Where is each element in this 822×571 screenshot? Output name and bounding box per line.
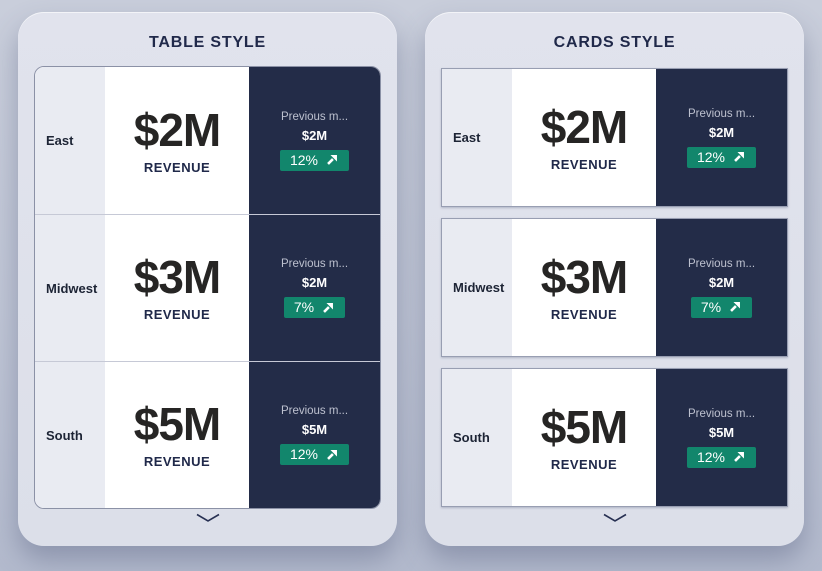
comparison-label: Previous m...	[280, 110, 349, 123]
change-badge: 7%	[283, 297, 346, 318]
revenue-cell: $3M REVENUE	[512, 219, 656, 356]
region-cell: East	[442, 69, 512, 206]
table-visual: East $2M REVENUE Previous m... $2M 12%	[34, 66, 381, 509]
change-badge: 7%	[690, 296, 753, 318]
revenue-value: $5M	[133, 398, 221, 450]
comparison-cell: Previous m... $5M 12%	[249, 362, 380, 508]
region-label: East	[46, 133, 74, 148]
panel-cards-style: CARDS STYLE East $2M REVENUE Previous m.…	[425, 12, 804, 546]
change-value: 7%	[700, 298, 722, 315]
region-label: South	[46, 427, 83, 443]
revenue-cell: $2M REVENUE	[105, 67, 249, 214]
region-cell: South	[442, 369, 512, 506]
trend-up-icon	[327, 449, 337, 460]
comparison-value: $5M	[708, 424, 735, 440]
change-value: 12%	[696, 448, 726, 465]
comparison-cell: Previous m... $5M 12%	[656, 369, 787, 506]
change-value: 12%	[289, 446, 319, 462]
revenue-cell: $5M REVENUE	[512, 369, 656, 506]
change-badge: 12%	[686, 446, 757, 468]
region-cell: Midwest	[442, 219, 512, 356]
revenue-value: $2M	[133, 103, 221, 156]
comparison-value: $2M	[708, 274, 735, 290]
region-label: Midwest	[453, 280, 505, 295]
revenue-cell: $2M REVENUE	[512, 69, 656, 206]
change-badge: 12%	[279, 444, 350, 465]
revenue-value: $2M	[540, 100, 628, 153]
chevron-down-icon[interactable]	[194, 512, 222, 524]
revenue-caption: REVENUE	[550, 306, 618, 322]
revenue-value: $3M	[540, 250, 628, 303]
table-row[interactable]: Midwest $3M REVENUE Previous m... $2M 7%	[35, 214, 380, 361]
region-label: East	[453, 130, 481, 145]
trend-up-icon	[734, 452, 744, 462]
region-cell: East	[35, 67, 105, 214]
revenue-cell: $5M REVENUE	[105, 362, 249, 508]
change-badge: 12%	[279, 149, 350, 171]
card[interactable]: East $2M REVENUE Previous m... $2M 12%	[441, 68, 788, 207]
trend-up-icon	[734, 152, 744, 162]
table-row[interactable]: East $2M REVENUE Previous m... $2M 12%	[35, 67, 380, 214]
table-row[interactable]: South $5M REVENUE Previous m... $5M 12%	[35, 361, 380, 508]
cards-visual: East $2M REVENUE Previous m... $2M 12%	[441, 68, 788, 507]
revenue-caption: REVENUE	[550, 456, 618, 472]
comparison-value: $2M	[708, 124, 735, 140]
change-value: 12%	[289, 151, 319, 168]
trend-up-icon	[327, 155, 337, 165]
comparison-cell: Previous m... $2M 7%	[656, 219, 787, 356]
panel-title: CARDS STYLE	[553, 34, 676, 51]
change-badge: 12%	[686, 146, 757, 168]
comparison-cell: Previous m... $2M 12%	[656, 69, 787, 206]
comparison-value: $2M	[301, 127, 328, 143]
trend-up-icon	[323, 302, 334, 313]
comparison-value: $5M	[301, 422, 328, 437]
comparison-cell: Previous m... $2M 7%	[249, 215, 380, 361]
revenue-caption: REVENUE	[550, 156, 618, 172]
revenue-value: $3M	[133, 251, 221, 303]
revenue-caption: REVENUE	[143, 454, 211, 469]
card[interactable]: Midwest $3M REVENUE Previous m... $2M 7%	[441, 218, 788, 357]
comparison-label: Previous m...	[687, 407, 756, 420]
comparison-value: $2M	[301, 275, 328, 290]
revenue-cell: $3M REVENUE	[105, 215, 249, 361]
comparison-cell: Previous m... $2M 12%	[249, 67, 380, 214]
chevron-down-icon[interactable]	[601, 512, 629, 524]
comparison-label: Previous m...	[687, 107, 756, 120]
region-label: Midwest	[46, 280, 98, 296]
region-cell: Midwest	[35, 215, 105, 361]
revenue-caption: REVENUE	[143, 307, 211, 322]
revenue-value: $5M	[540, 400, 628, 453]
comparison-label: Previous m...	[280, 258, 349, 270]
panel-table-style: TABLE STYLE East $2M REVENUE Previous m.…	[18, 12, 397, 546]
change-value: 7%	[293, 299, 315, 315]
region-label: South	[453, 430, 490, 445]
region-cell: South	[35, 362, 105, 508]
change-value: 12%	[696, 148, 726, 165]
revenue-caption: REVENUE	[143, 159, 211, 175]
card[interactable]: South $5M REVENUE Previous m... $5M 12%	[441, 368, 788, 507]
panel-title: TABLE STYLE	[149, 34, 266, 51]
trend-up-icon	[730, 302, 741, 312]
comparison-label: Previous m...	[280, 405, 349, 417]
comparison-label: Previous m...	[687, 257, 756, 270]
